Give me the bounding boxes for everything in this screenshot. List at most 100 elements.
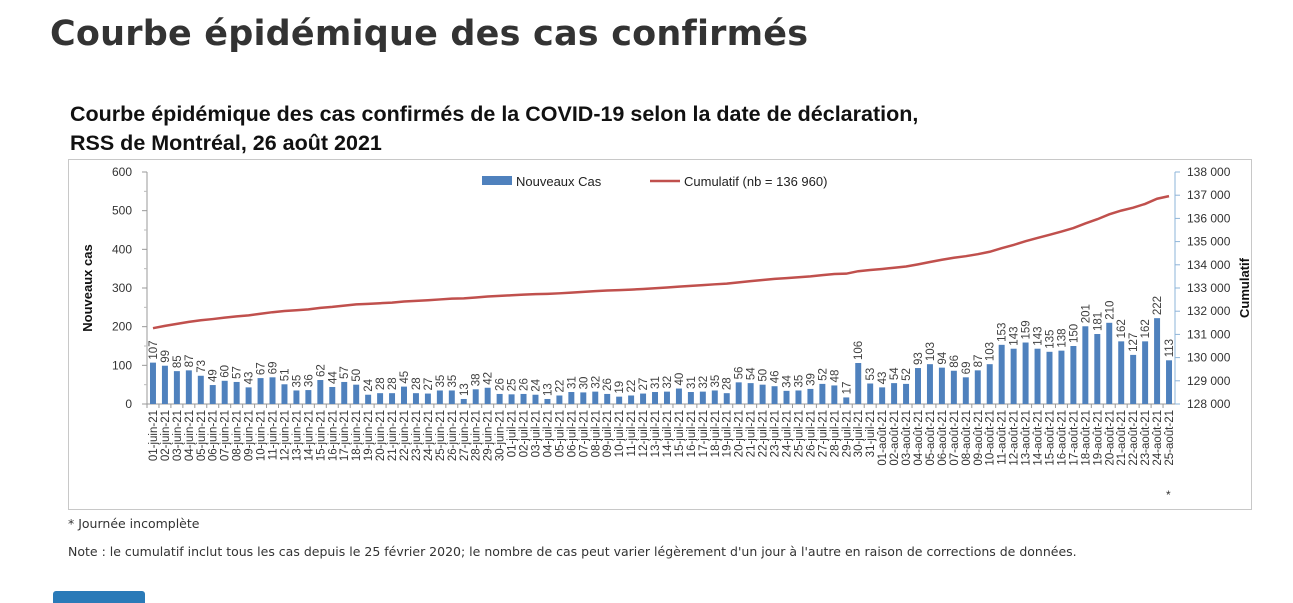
bar xyxy=(831,385,838,404)
bar-value-label: 24 xyxy=(363,378,375,391)
bar xyxy=(568,392,575,404)
x-tick-label: 16-août-21 xyxy=(1056,410,1068,466)
bar-value-label: 53 xyxy=(865,368,877,381)
bar xyxy=(843,397,850,404)
bar-value-label: 87 xyxy=(973,355,985,368)
x-tick-label: 29-juil-21 xyxy=(841,410,853,457)
chart-frame xyxy=(68,159,1252,510)
bar-value-label: 54 xyxy=(746,367,758,380)
bar xyxy=(1010,348,1017,404)
x-tick-label: 04-août-21 xyxy=(913,410,925,466)
blue-button[interactable] xyxy=(53,591,145,603)
bar xyxy=(652,392,659,404)
bar-value-label: 52 xyxy=(901,368,913,381)
bar xyxy=(149,362,156,404)
bar-value-label: 42 xyxy=(483,372,495,385)
bar xyxy=(855,363,862,404)
bar-value-label: 13 xyxy=(542,383,554,396)
bar-value-label: 56 xyxy=(734,367,746,380)
y-tick-label: 600 xyxy=(112,165,132,179)
bar-value-label: 28 xyxy=(722,377,734,390)
bar-value-label: 87 xyxy=(184,355,196,368)
bar xyxy=(687,392,694,404)
x-tick-label: 10-juil-21 xyxy=(614,410,626,457)
legend-line-label: Cumulatif (nb = 136 960) xyxy=(684,174,827,189)
bar-value-label: 27 xyxy=(423,378,435,391)
bar xyxy=(1106,322,1113,404)
x-tick-label: 20-août-21 xyxy=(1104,410,1116,466)
bar-value-label: 43 xyxy=(244,372,256,385)
bar-value-label: 24 xyxy=(530,378,542,391)
x-tick-label: 01-août-21 xyxy=(877,410,889,466)
bar xyxy=(401,386,407,404)
x-tick-label: 08-juin-21 xyxy=(232,410,244,461)
bar xyxy=(663,391,670,404)
bar xyxy=(891,383,898,404)
x-tick-label: 14-juin-21 xyxy=(303,410,315,461)
bar-value-label: 103 xyxy=(925,342,937,361)
page-heading: Courbe épidémique des cas confirmés xyxy=(50,14,809,54)
bar xyxy=(293,390,300,404)
bar-value-label: 86 xyxy=(949,355,961,368)
y2-tick-label: 135 000 xyxy=(1187,235,1231,249)
bar xyxy=(795,390,802,404)
bar-value-label: 113 xyxy=(1164,339,1176,357)
x-tick-label: 24-juin-21 xyxy=(423,410,435,461)
x-tick-label: 08-août-21 xyxy=(961,410,973,466)
x-tick-label: 19-juil-21 xyxy=(722,410,734,457)
y2-tick-label: 130 000 xyxy=(1187,351,1231,365)
bar-value-label: 35 xyxy=(435,375,447,388)
x-tick-label: 31-juil-21 xyxy=(865,410,877,457)
bar xyxy=(915,368,921,404)
bar-value-label: 94 xyxy=(937,351,949,364)
bar xyxy=(986,364,993,404)
y2-tick-label: 132 000 xyxy=(1187,304,1231,318)
bar xyxy=(544,398,551,404)
bar-value-label: 26 xyxy=(519,378,531,391)
bar xyxy=(173,371,180,404)
bar xyxy=(819,383,826,404)
bar xyxy=(759,384,766,404)
y2-tick-label: 137 000 xyxy=(1187,188,1231,202)
legend-bar-label: Nouveaux Cas xyxy=(516,174,602,189)
bar xyxy=(735,382,742,404)
bar xyxy=(329,386,336,404)
x-tick-label: 13-août-21 xyxy=(1021,410,1033,466)
x-tick-label: 10-août-21 xyxy=(985,410,997,466)
bar-value-label: 35 xyxy=(710,375,722,388)
bar-value-label: 181 xyxy=(1092,312,1104,331)
bar-value-label: 32 xyxy=(590,376,602,389)
bar xyxy=(628,395,635,404)
y-tick-label: 300 xyxy=(112,281,132,295)
x-tick-label: 25-juin-21 xyxy=(435,410,447,461)
bar xyxy=(962,377,969,404)
x-tick-label: 09-juin-21 xyxy=(244,410,256,461)
bar xyxy=(1070,346,1077,404)
bar-value-label: 44 xyxy=(327,371,339,384)
x-tick-label: 25-juil-21 xyxy=(793,410,805,457)
bar-value-label: 143 xyxy=(1009,327,1021,346)
y2-tick-label: 134 000 xyxy=(1187,258,1231,272)
bar xyxy=(1082,326,1089,404)
x-tick-label: 12-juin-21 xyxy=(279,410,291,461)
x-tick-label: 13-juin-21 xyxy=(291,410,303,461)
bar xyxy=(616,396,623,404)
x-tick-label: 03-juin-21 xyxy=(172,410,184,461)
bar xyxy=(257,378,264,404)
bar xyxy=(424,393,431,404)
x-tick-label: 17-juil-21 xyxy=(698,410,710,457)
bar xyxy=(281,384,288,404)
cumulative-line xyxy=(152,194,1170,330)
bar-value-label: 50 xyxy=(758,369,770,382)
x-tick-label: 04-juil-21 xyxy=(542,410,554,457)
bar xyxy=(353,384,360,404)
x-tick-label: 27-juil-21 xyxy=(817,410,829,457)
bar-value-label: 39 xyxy=(805,373,817,386)
x-tick-label: 18-juin-21 xyxy=(351,410,363,461)
bar xyxy=(604,393,611,404)
bar xyxy=(161,365,168,404)
bar xyxy=(1046,351,1053,404)
bar xyxy=(747,383,754,404)
bar xyxy=(317,380,324,404)
